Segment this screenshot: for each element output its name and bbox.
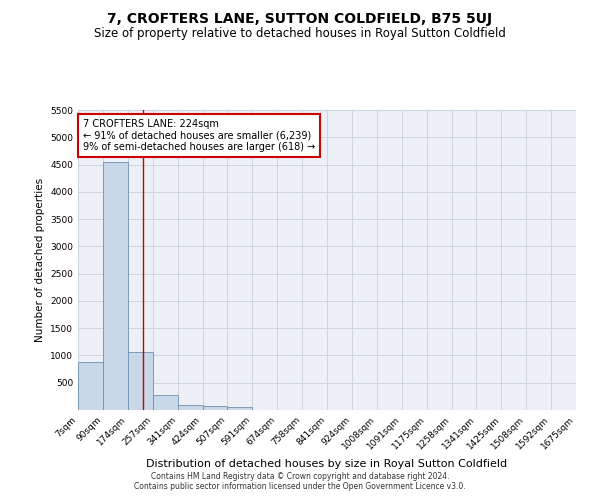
Bar (178, 405, 203, 410)
Bar (203, 406, 227, 410)
Text: Contains HM Land Registry data © Crown copyright and database right 2024.
Contai: Contains HM Land Registry data © Crown c… (134, 472, 466, 491)
Bar (227, 408, 253, 410)
Bar (78, 362, 103, 410)
Bar (128, 352, 153, 410)
Y-axis label: Number of detached properties: Number of detached properties (35, 178, 44, 342)
Bar (152, 394, 178, 410)
Bar (103, 162, 128, 410)
Text: Size of property relative to detached houses in Royal Sutton Coldfield: Size of property relative to detached ho… (94, 28, 506, 40)
Text: 7 CROFTERS LANE: 224sqm
← 91% of detached houses are smaller (6,239)
9% of semi-: 7 CROFTERS LANE: 224sqm ← 91% of detache… (83, 119, 315, 152)
Text: 7, CROFTERS LANE, SUTTON COLDFIELD, B75 5UJ: 7, CROFTERS LANE, SUTTON COLDFIELD, B75 … (107, 12, 493, 26)
X-axis label: Distribution of detached houses by size in Royal Sutton Coldfield: Distribution of detached houses by size … (146, 460, 508, 469)
